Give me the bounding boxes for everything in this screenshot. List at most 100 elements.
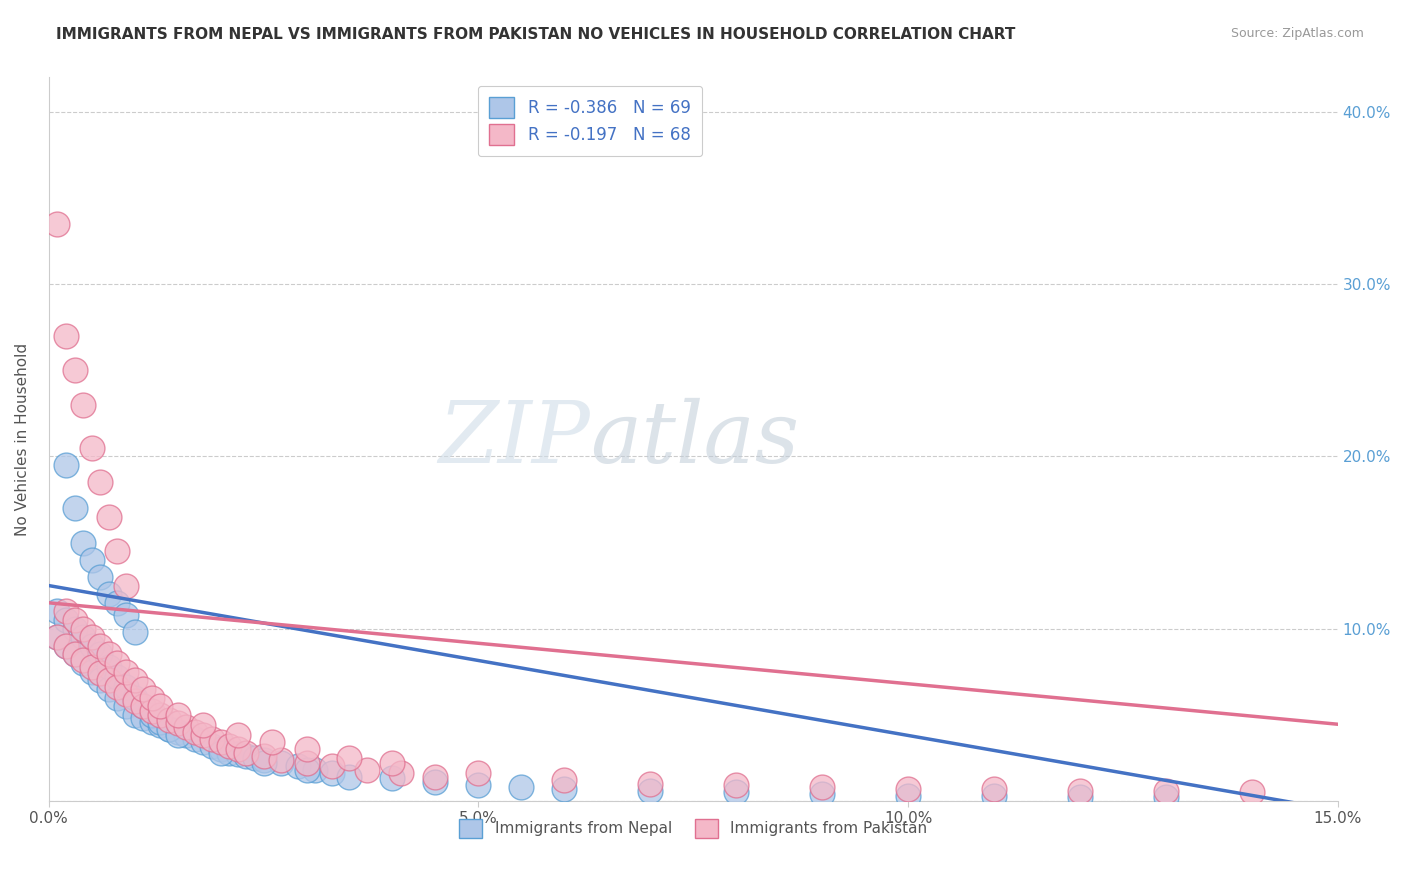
Point [811, 780, 834, 794]
Point [115, 687, 138, 701]
Point [89, 666, 111, 681]
Point [55, 639, 77, 653]
Point [193, 718, 215, 732]
Point [149, 714, 172, 729]
Point [553, 773, 575, 788]
Point [226, 742, 249, 756]
Point [89, 570, 111, 584]
Text: ZIP: ZIP [439, 398, 591, 481]
Point [72, 653, 94, 667]
Point [107, 690, 129, 705]
Point [124, 694, 146, 708]
Point [55, 604, 77, 618]
Point [389, 766, 412, 780]
Point [295, 763, 318, 777]
Point [157, 713, 180, 727]
Point [243, 751, 266, 765]
Point [553, 781, 575, 796]
Point [97, 587, 120, 601]
Point [201, 739, 224, 753]
Point [115, 699, 138, 714]
Text: atlas: atlas [591, 398, 799, 481]
Point [184, 725, 207, 739]
Point [381, 756, 404, 770]
Legend: Immigrants from Nepal, Immigrants from Pakistan: Immigrants from Nepal, Immigrants from P… [453, 813, 934, 844]
Point [63, 648, 86, 662]
Point [174, 728, 197, 742]
Point [235, 749, 257, 764]
Point [124, 707, 146, 722]
Point [97, 681, 120, 696]
Point [725, 785, 748, 799]
Point [252, 756, 274, 770]
Point [141, 690, 163, 705]
Point [270, 756, 292, 770]
Point [1154, 790, 1177, 805]
Point [46, 604, 69, 618]
Point [252, 753, 274, 767]
Point [467, 778, 489, 792]
Point [339, 751, 361, 765]
Point [97, 648, 120, 662]
Point [209, 735, 232, 749]
Point [72, 622, 94, 636]
Point [97, 673, 120, 688]
Point [356, 763, 378, 777]
Point [725, 778, 748, 792]
Text: Source: ZipAtlas.com: Source: ZipAtlas.com [1230, 27, 1364, 40]
Point [132, 699, 155, 714]
Point [295, 756, 318, 770]
Point [55, 639, 77, 653]
Point [107, 544, 129, 558]
Point [425, 770, 447, 784]
Point [97, 509, 120, 524]
Point [321, 766, 343, 780]
Point [252, 749, 274, 764]
Point [226, 747, 249, 762]
Y-axis label: No Vehicles in Household: No Vehicles in Household [15, 343, 30, 536]
Point [638, 783, 661, 797]
Point [811, 787, 834, 801]
Point [174, 720, 197, 734]
Point [149, 718, 172, 732]
Point [226, 728, 249, 742]
Point [46, 630, 69, 644]
Point [55, 328, 77, 343]
Point [1069, 783, 1091, 797]
Point [107, 656, 129, 670]
Point [97, 659, 120, 673]
Point [80, 659, 103, 673]
Text: IMMIGRANTS FROM NEPAL VS IMMIGRANTS FROM PAKISTAN NO VEHICLES IN HOUSEHOLD CORRE: IMMIGRANTS FROM NEPAL VS IMMIGRANTS FROM… [56, 27, 1015, 42]
Point [467, 766, 489, 780]
Point [132, 681, 155, 696]
Point [166, 716, 188, 731]
Point [72, 630, 94, 644]
Point [304, 763, 326, 777]
Point [218, 746, 240, 760]
Point [89, 673, 111, 688]
Point [107, 670, 129, 684]
Point [897, 789, 920, 803]
Point [63, 363, 86, 377]
Point [89, 639, 111, 653]
Point [295, 742, 318, 756]
Point [141, 707, 163, 722]
Point [149, 707, 172, 722]
Point [270, 753, 292, 767]
Point [63, 613, 86, 627]
Point [638, 777, 661, 791]
Point [983, 789, 1005, 803]
Point [80, 630, 103, 644]
Point [115, 578, 138, 592]
Point [157, 722, 180, 736]
Point [218, 739, 240, 753]
Point [124, 690, 146, 705]
Point [124, 673, 146, 688]
Point [193, 735, 215, 749]
Point [201, 731, 224, 746]
Point [107, 680, 129, 694]
Point [72, 656, 94, 670]
Point [46, 630, 69, 644]
Point [321, 759, 343, 773]
Point [193, 728, 215, 742]
